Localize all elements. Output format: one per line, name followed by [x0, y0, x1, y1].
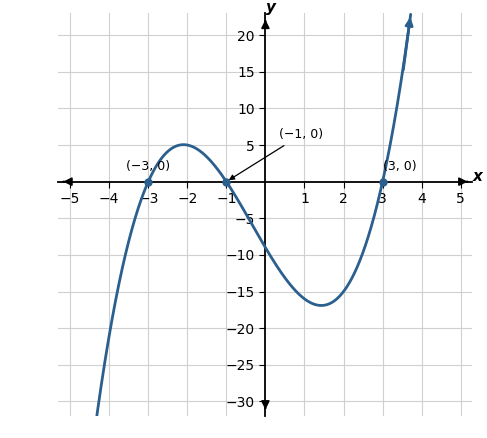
Text: (−1, 0): (−1, 0)	[230, 128, 323, 180]
Text: (−3, 0): (−3, 0)	[126, 160, 170, 173]
Text: x: x	[472, 169, 482, 184]
Text: y: y	[266, 0, 276, 14]
Text: (3, 0): (3, 0)	[383, 160, 416, 173]
